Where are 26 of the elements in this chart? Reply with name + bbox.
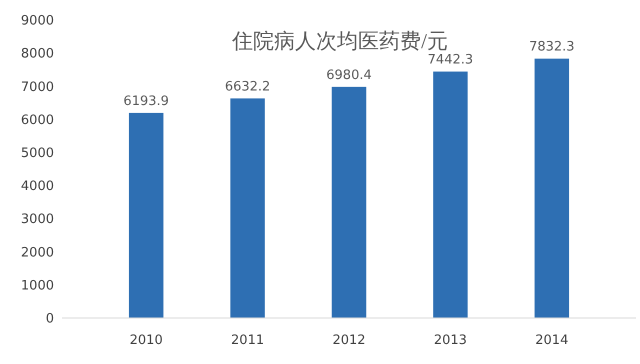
y-tick-label: 9000 (20, 14, 54, 29)
data-label: 7442.3 (428, 52, 474, 68)
y-tick-label: 1000 (20, 278, 54, 294)
bar (230, 98, 265, 318)
bar (534, 58, 570, 318)
chart-title: 住院病人次均医药费/元 (231, 29, 448, 53)
bar (433, 72, 468, 318)
x-tick-label: 2011 (231, 333, 264, 348)
y-tick-label: 7000 (20, 80, 54, 95)
data-label: 6980.4 (326, 68, 372, 83)
data-label: 6193.9 (123, 94, 169, 109)
bar (332, 86, 366, 318)
y-tick-label: 6000 (20, 112, 54, 128)
y-tick-label: 4000 (20, 179, 54, 194)
x-tick-label: 2010 (130, 333, 163, 348)
y-tick-label: 5000 (20, 146, 54, 161)
y-tick-label: 3000 (20, 212, 54, 228)
bar (128, 112, 164, 318)
y-tick-label: 8000 (20, 46, 54, 62)
x-tick-label: 2013 (434, 333, 467, 348)
y-tick-label: 0 (46, 312, 54, 327)
x-tick-label: 2012 (332, 333, 366, 348)
data-label: 6632.2 (224, 79, 270, 94)
y-tick-label: 2000 (20, 245, 54, 260)
x-tick-label: 2014 (535, 333, 568, 348)
data-label: 7832.3 (529, 40, 575, 55)
